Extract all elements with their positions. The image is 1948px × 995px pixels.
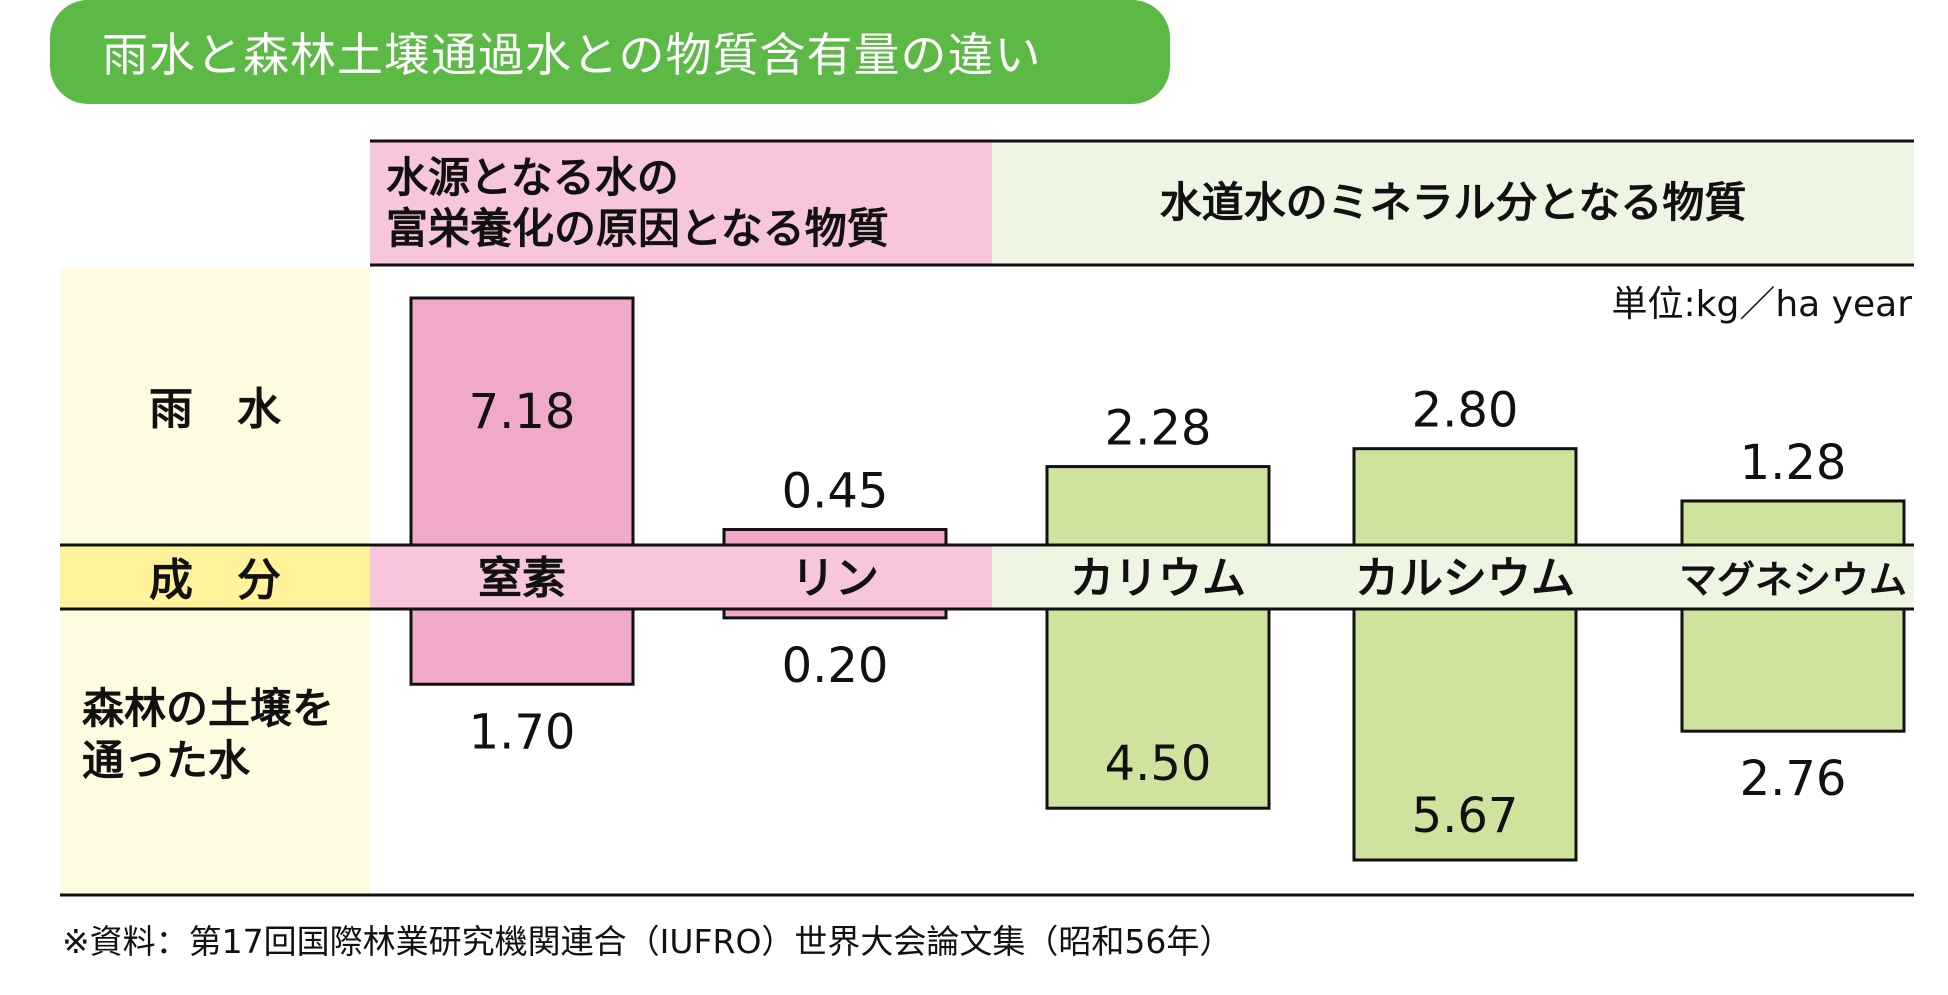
- row-label-rain: 雨 水: [149, 384, 281, 435]
- bar-soil-3: [1352, 607, 1578, 862]
- header-eutrophication: 水源となる水の 富栄養化の原因となる物質: [386, 152, 889, 253]
- source-note: ※資料：第17回国際林業研究機関連合（IUFRO）世界大会論文集（昭和56年）: [62, 922, 1233, 961]
- category-label-2: カリウム: [1070, 553, 1246, 604]
- value-label-rain-1: 0.45: [782, 464, 889, 520]
- bar-rain-1: [722, 528, 948, 547]
- value-label-soil-3: 5.67: [1412, 788, 1519, 844]
- bar-soil-0: [409, 607, 635, 686]
- unit-label: 単位:kg／ha year: [1611, 284, 1912, 325]
- header-band-pink: [370, 142, 992, 264]
- chart-title: 雨水と森林土壌通過水との物質含有量の違い: [50, 0, 1170, 104]
- value-label-soil-0: 1.70: [469, 704, 576, 760]
- category-label-3: カルシウム: [1355, 553, 1575, 604]
- bar-rain-0: [409, 296, 635, 547]
- bar-rain-3: [1352, 447, 1578, 547]
- value-label-rain-4: 1.28: [1740, 435, 1847, 491]
- value-label-rain-3: 2.80: [1412, 383, 1519, 439]
- bar-soil-2: [1045, 607, 1271, 810]
- category-label-4: マグネシウム: [1679, 558, 1907, 602]
- value-label-soil-4: 2.76: [1740, 751, 1847, 807]
- component-label-bg: [60, 545, 370, 609]
- value-label-rain-0: 7.18: [469, 384, 576, 440]
- value-label-soil-2: 4.50: [1105, 736, 1212, 792]
- component-band-green: [992, 545, 1914, 609]
- header-minerals: 水道水のミネラル分となる物質: [1159, 178, 1747, 228]
- header-band-green: [992, 142, 1914, 264]
- row-label-forest-soil: 森林の土壌を 通った水: [82, 683, 335, 786]
- bar-rain-4: [1680, 499, 1906, 547]
- category-label-1: リン: [791, 553, 879, 604]
- bar-rain-2: [1045, 465, 1271, 547]
- value-label-rain-2: 2.28: [1105, 401, 1212, 457]
- bar-soil-4: [1680, 607, 1906, 733]
- value-label-soil-1: 0.20: [782, 638, 889, 694]
- category-label-0: 窒素: [478, 553, 566, 604]
- row-label-component: 成 分: [149, 554, 281, 606]
- component-band-pink: [370, 545, 992, 609]
